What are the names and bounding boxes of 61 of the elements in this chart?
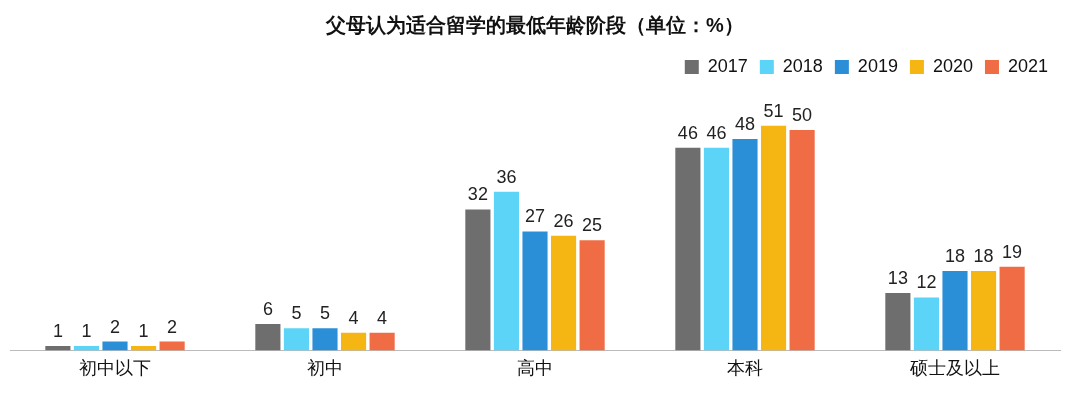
bar — [942, 271, 968, 351]
bar — [675, 147, 701, 351]
bar — [789, 130, 815, 351]
data-label: 46 — [706, 122, 727, 143]
data-label: 25 — [582, 215, 603, 236]
data-label: 6 — [262, 298, 273, 319]
x-tick-label: 本科 — [727, 358, 763, 379]
data-label: 46 — [677, 122, 698, 143]
bar — [913, 297, 940, 351]
bar — [760, 125, 787, 351]
x-tick-label: 高中 — [517, 358, 553, 379]
bar — [970, 271, 997, 351]
data-label: 2 — [109, 316, 121, 337]
data-label: 2 — [167, 316, 178, 337]
bar — [283, 328, 310, 351]
bar — [579, 240, 605, 351]
bar — [159, 341, 185, 351]
bar — [732, 138, 758, 351]
bar — [45, 345, 71, 351]
chart-title: 父母认为适合留学的最低年龄阶段（单位：%） — [325, 13, 744, 36]
data-label: 50 — [792, 105, 813, 126]
bar — [130, 345, 157, 351]
data-label: 51 — [763, 100, 784, 121]
data-label: 1 — [52, 320, 63, 341]
data-label: 18 — [973, 246, 994, 267]
bar — [255, 323, 281, 351]
bar — [73, 345, 100, 351]
x-tick-label: 初中以下 — [79, 358, 151, 379]
x-tick-label: 硕士及以上 — [909, 358, 1000, 379]
bar — [885, 293, 911, 351]
bar — [999, 266, 1025, 351]
bar — [369, 332, 395, 351]
data-label: 1 — [138, 320, 149, 341]
bar — [312, 328, 338, 351]
data-label: 48 — [734, 113, 756, 134]
data-label: 19 — [1002, 241, 1023, 262]
bar — [102, 341, 128, 351]
x-tick-label: 初中 — [307, 358, 343, 379]
legend-label: 2017 — [707, 55, 748, 76]
bar — [465, 209, 491, 351]
data-label: 26 — [553, 210, 574, 231]
bar — [493, 191, 520, 351]
bar — [340, 332, 367, 351]
data-label: 32 — [467, 184, 488, 205]
data-label: 4 — [348, 307, 359, 328]
data-label: 4 — [377, 307, 388, 328]
legend-label: 2021 — [1007, 55, 1048, 76]
bar — [522, 231, 548, 351]
legend-label: 2018 — [782, 55, 823, 76]
bar — [550, 235, 577, 351]
data-label: 1 — [81, 320, 92, 341]
data-label: 36 — [496, 166, 517, 187]
data-label: 5 — [319, 303, 331, 324]
data-label: 13 — [887, 268, 908, 289]
data-label: 18 — [944, 246, 966, 267]
data-label: 12 — [916, 272, 937, 293]
bar — [703, 147, 730, 351]
legend-label: 2020 — [932, 55, 973, 76]
data-label: 27 — [524, 206, 546, 227]
data-label: 5 — [291, 303, 302, 324]
legend-label: 2019 — [857, 55, 898, 76]
